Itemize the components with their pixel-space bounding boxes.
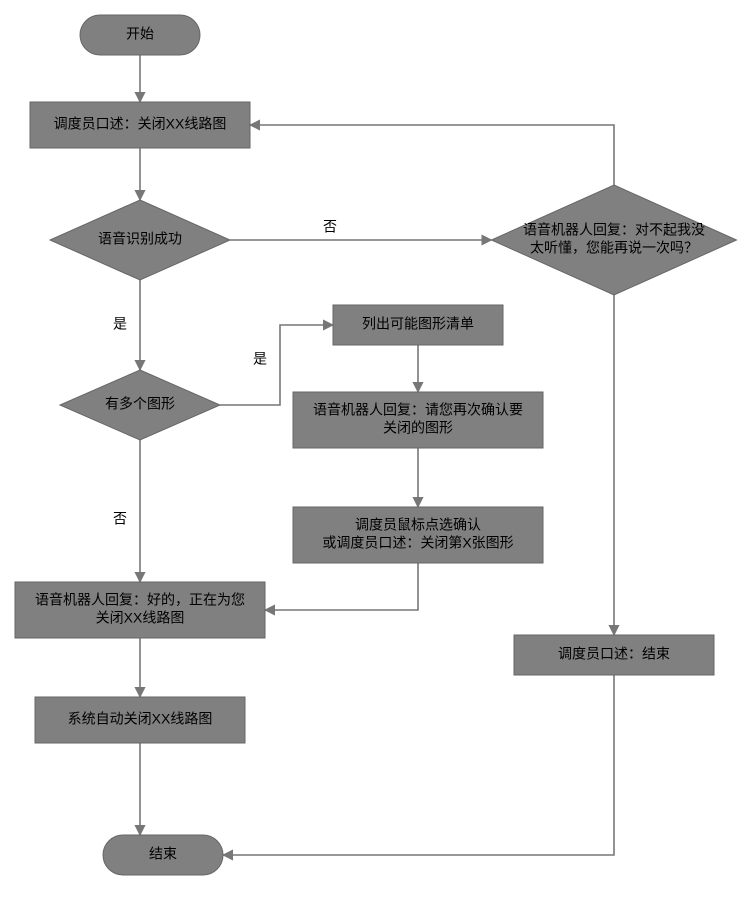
node-start: 开始 bbox=[80, 15, 200, 55]
node-d1: 语音识别成功 bbox=[50, 200, 230, 280]
node-n6: 系统自动关闭XX线路图 bbox=[35, 697, 245, 743]
node-n4-label: 调度员鼠标点选确认 bbox=[355, 517, 481, 533]
node-n3: 语音机器人回复：请您再次确认要关闭的图形 bbox=[293, 392, 543, 448]
edge-label-3: 否 bbox=[323, 219, 337, 235]
node-n2-label: 列出可能图形清单 bbox=[362, 316, 474, 332]
node-d2-label: 有多个图形 bbox=[105, 396, 175, 412]
node-n5: 语音机器人回复：好的，正在为您关闭XX线路图 bbox=[15, 582, 265, 638]
node-n1-label: 调度员口述：关闭XX线路图 bbox=[54, 116, 227, 132]
node-d1-label: 语音识别成功 bbox=[98, 231, 182, 247]
node-n7-label: 调度员口述：结束 bbox=[558, 646, 670, 662]
node-d3: 语音机器人回复：对不起我没太听懂，您能再说一次吗？ bbox=[492, 185, 737, 295]
node-n5-label: 关闭XX线路图 bbox=[96, 610, 185, 626]
node-n5-label: 语音机器人回复：好的，正在为您 bbox=[35, 592, 245, 608]
node-n2: 列出可能图形清单 bbox=[333, 305, 503, 345]
node-n3-label: 关闭的图形 bbox=[383, 420, 453, 436]
node-n7: 调度员口述：结束 bbox=[514, 635, 714, 675]
node-d3-label: 语音机器人回复：对不起我没 bbox=[523, 222, 705, 238]
node-d2: 有多个图形 bbox=[60, 370, 220, 440]
node-n3-label: 语音机器人回复：请您再次确认要 bbox=[313, 402, 523, 418]
node-end-label: 结束 bbox=[149, 846, 177, 862]
node-n6-label: 系统自动关闭XX线路图 bbox=[68, 711, 213, 727]
node-d3-label: 太听懂，您能再说一次吗？ bbox=[530, 240, 698, 256]
node-n1: 调度员口述：关闭XX线路图 bbox=[30, 102, 250, 148]
nodes-layer: 开始调度员口述：关闭XX线路图语音识别成功有多个图形列出可能图形清单语音机器人回… bbox=[15, 15, 737, 875]
node-start-label: 开始 bbox=[126, 26, 154, 42]
node-n4-label: 或调度员口述：关闭第X张图形 bbox=[322, 535, 513, 551]
flowchart-canvas: 是否是否开始调度员口述：关闭XX线路图语音识别成功有多个图形列出可能图形清单语音… bbox=[0, 0, 751, 910]
edge-label-6: 是 bbox=[253, 351, 267, 367]
edge-label-2: 是 bbox=[113, 316, 127, 332]
node-end: 结束 bbox=[103, 835, 223, 875]
node-n4: 调度员鼠标点选确认或调度员口述：关闭第X张图形 bbox=[293, 507, 543, 563]
edge-label-10: 否 bbox=[113, 511, 127, 527]
edge-4 bbox=[250, 125, 614, 185]
edge-13 bbox=[223, 675, 614, 855]
edge-9 bbox=[265, 563, 418, 610]
